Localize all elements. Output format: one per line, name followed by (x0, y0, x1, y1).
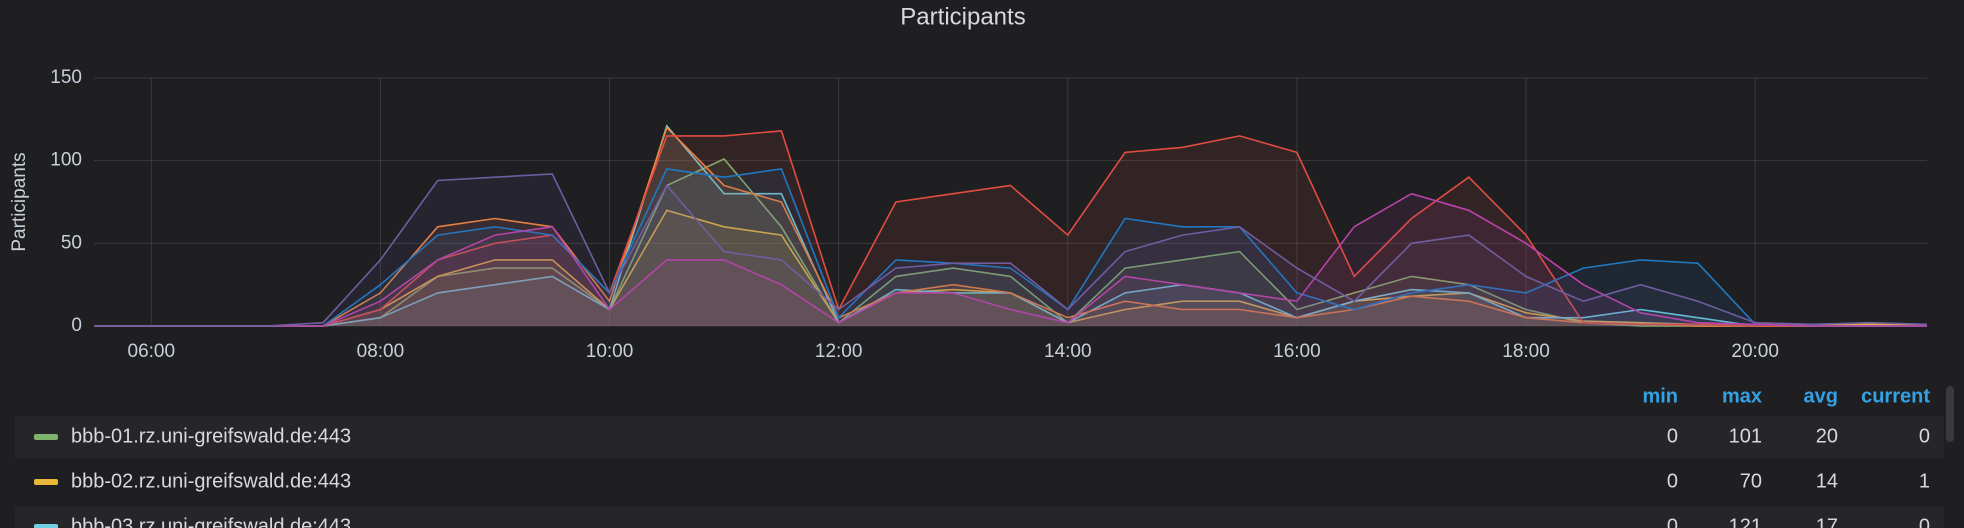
x-tick-label: 08:00 (357, 341, 405, 362)
series-area (94, 173, 1927, 326)
legend-value: 0 (1667, 515, 1678, 528)
series-area (94, 193, 1927, 326)
legend-label[interactable]: bbb-03.rz.uni-greifswald.de:443 (71, 515, 351, 528)
scrollbar[interactable] (1946, 386, 1954, 442)
y-tick-label: 0 (71, 315, 82, 336)
legend-row-bg (15, 506, 1944, 528)
series-line (94, 192, 1927, 327)
legend-value: 0 (1919, 425, 1930, 447)
legend-row-bg (15, 416, 1944, 458)
series-line (94, 168, 1927, 327)
legend-header: min (1642, 385, 1678, 407)
x-tick-label: 12:00 (815, 341, 863, 362)
legend-value: 1 (1919, 470, 1930, 492)
x-tick-label: 20:00 (1731, 341, 1779, 362)
y-tick-label: 150 (50, 67, 82, 88)
legend-header: max (1722, 385, 1762, 407)
y-axis-label: Participants (9, 152, 30, 251)
legend-header: avg (1804, 385, 1838, 407)
legend-value: 20 (1816, 425, 1838, 447)
series-line (94, 130, 1927, 327)
legend-value: 101 (1729, 425, 1762, 447)
legend-value: 14 (1816, 470, 1838, 492)
x-tick-label: 16:00 (1273, 341, 1321, 362)
series-area (94, 210, 1927, 326)
legend-value: 17 (1816, 515, 1838, 528)
legend-value: 121 (1729, 515, 1762, 528)
y-tick-label: 100 (50, 150, 82, 171)
legend-value: 70 (1740, 470, 1762, 492)
legend-swatch[interactable] (34, 524, 58, 528)
legend-swatch[interactable] (34, 434, 58, 440)
series-line (94, 173, 1928, 327)
series-line (94, 158, 1927, 327)
series-area (94, 168, 1927, 326)
x-tick-label: 18:00 (1502, 341, 1550, 362)
legend-swatch[interactable] (34, 479, 58, 485)
chart-title: Participants (900, 3, 1025, 30)
legend-value: 0 (1667, 470, 1678, 492)
legend-label[interactable]: bbb-01.rz.uni-greifswald.de:443 (71, 425, 351, 447)
legend-header: current (1861, 385, 1930, 407)
x-tick-label: 06:00 (128, 341, 176, 362)
series-area (94, 159, 1927, 326)
x-tick-label: 10:00 (586, 341, 634, 362)
x-tick-label: 14:00 (1044, 341, 1092, 362)
legend-value: 0 (1919, 515, 1930, 528)
legend-label[interactable]: bbb-02.rz.uni-greifswald.de:443 (71, 470, 351, 492)
series-area (94, 130, 1927, 326)
series-area (94, 127, 1927, 326)
legend-value: 0 (1667, 425, 1678, 447)
y-tick-label: 50 (61, 232, 82, 253)
